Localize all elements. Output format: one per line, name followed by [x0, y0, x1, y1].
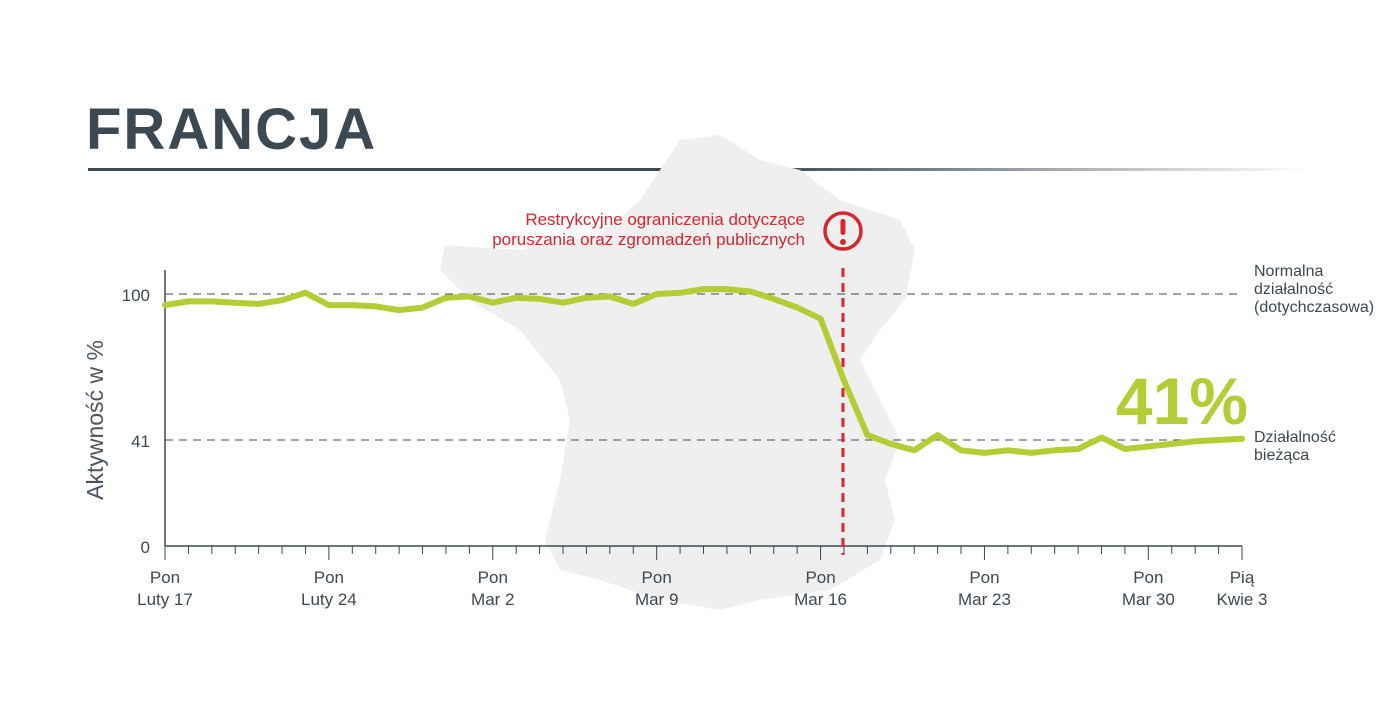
- x-tick-label: Pon: [1133, 568, 1163, 587]
- y-tick-label: 100: [122, 286, 150, 305]
- x-tick-label: Luty 24: [301, 590, 357, 609]
- reference-label: działalność: [1254, 281, 1333, 298]
- y-axis-label: Aktywność w %: [82, 340, 108, 500]
- x-tick-label: Pon: [314, 568, 344, 587]
- x-tick-label: Mar 16: [794, 590, 847, 609]
- exclamation-bar: [840, 219, 846, 235]
- x-tick-label: Pon: [478, 568, 508, 587]
- x-tick-label: Mar 9: [635, 590, 678, 609]
- event-annotation: poruszania oraz zgromadzeń publicznych: [492, 230, 805, 249]
- x-tick-label: Mar 2: [471, 590, 514, 609]
- y-tick-label: 0: [141, 538, 150, 557]
- reference-label: Działalność: [1254, 429, 1336, 446]
- reference-label: Normalna: [1254, 263, 1323, 280]
- x-tick-label: Kwie 3: [1216, 590, 1267, 609]
- france-map-silhouette: [440, 135, 915, 610]
- x-tick-label: Pon: [150, 568, 180, 587]
- exclamation-circle-icon: [823, 211, 863, 251]
- y-tick-label: 41: [131, 432, 150, 451]
- reference-label: (dotychczasowa): [1254, 299, 1374, 316]
- x-tick-label: Pon: [642, 568, 672, 587]
- reference-label: bieżąca: [1254, 447, 1309, 464]
- x-tick-label: Luty 17: [137, 590, 193, 609]
- x-tick-label: Mar 23: [958, 590, 1011, 609]
- x-tick-label: Pią: [1230, 568, 1255, 587]
- x-tick-label: Pon: [805, 568, 835, 587]
- current-value-callout: 41%: [1116, 364, 1248, 438]
- page-title: FRANCJA: [86, 97, 378, 162]
- event-annotation: Restrykcyjne ograniczenia dotyczące: [525, 210, 805, 229]
- exclamation-dot: [839, 239, 846, 245]
- x-tick-label: Pon: [969, 568, 999, 587]
- x-tick-label: Mar 30: [1122, 590, 1175, 609]
